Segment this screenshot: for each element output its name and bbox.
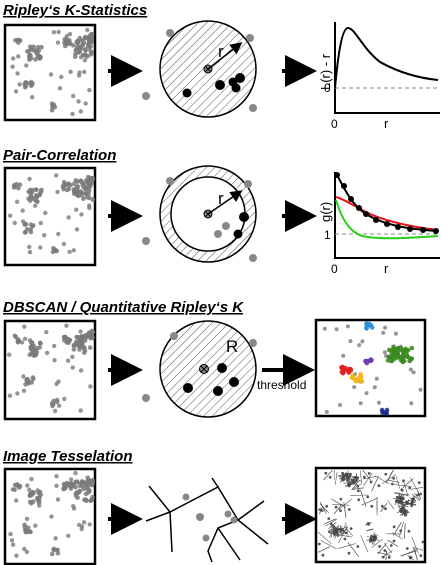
- annulus-circle-pc: r: [142, 165, 257, 263]
- zero-tick-ripley: 0: [324, 81, 331, 95]
- circle-radius-label-ripley: r: [218, 42, 224, 61]
- circle-radius-label-pc: r: [218, 189, 224, 208]
- section-tesselation: Image Tesselation: [3, 448, 427, 565]
- one-tick-pc: 1: [324, 228, 331, 242]
- radius-circle-ripley: r: [142, 20, 257, 118]
- pc-measured-points: [334, 172, 439, 234]
- y-axis-label-pc: g(r): [318, 202, 333, 222]
- scatter-panel-pc: [3, 166, 97, 267]
- section-title-pair-correlation: Pair-Correlation: [3, 147, 116, 164]
- scatter-panel-ripley: [3, 23, 97, 122]
- origin-tick-pc: 0: [331, 262, 338, 276]
- x-axis-label-ripley: r: [384, 116, 389, 131]
- radius-circle-dbscan: R: [142, 320, 257, 418]
- origin-tick-ripley: 0: [331, 117, 338, 131]
- y-axis-label-ripley: L(r) - r: [318, 53, 333, 90]
- threshold-label: threshold: [257, 378, 306, 392]
- voronoi-sketch: [145, 477, 269, 563]
- section-title-ripley: Ripley‘s K-Statistics: [3, 2, 147, 19]
- tesselation-result-panel: [314, 466, 427, 564]
- scatter-panel-tess: [3, 467, 97, 565]
- circle-radius-label-dbscan: R: [226, 337, 238, 356]
- scatter-panel-dbscan: [3, 319, 97, 421]
- section-ripley: Ripley‘s K-Statistics r: [3, 2, 440, 131]
- section-title-tesselation: Image Tesselation: [3, 448, 133, 465]
- plot-pair-correlation: g(r) 1 0 r: [318, 172, 440, 276]
- section-title-dbscan: DBSCAN / Quantitative Ripley‘s K: [3, 299, 244, 316]
- section-pair-correlation: Pair-Correlation r: [3, 147, 440, 276]
- section-dbscan: DBSCAN / Quantitative Ripley‘s K R thres…: [3, 299, 427, 421]
- plot-ripley-L: L(r) - r 0 0 r: [318, 22, 440, 131]
- x-axis-label-pc: r: [384, 261, 389, 276]
- cluster-result-panel: [314, 318, 427, 418]
